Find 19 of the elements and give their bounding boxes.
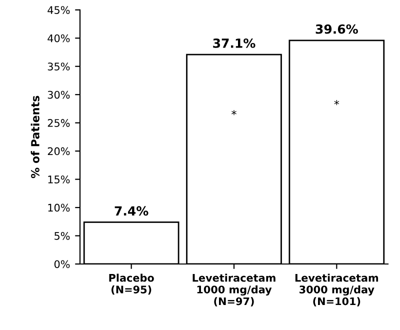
x-tick-label: Placebo (N=95) xyxy=(109,274,154,295)
x-tick-label: Levetiracetam 1000 mg/day (N=97) xyxy=(192,274,276,306)
x-tick-label: Levetiracetam 3000 mg/day (N=101) xyxy=(295,274,378,306)
annotation: * xyxy=(334,100,340,106)
annotation: * xyxy=(232,110,236,116)
data-label: 37.1% xyxy=(213,38,256,48)
data-label: 39.6% xyxy=(316,24,358,34)
y-tick-label: 10% xyxy=(48,204,70,212)
y-tick-label: 5% xyxy=(54,232,70,240)
y-tick-label: 45% xyxy=(48,6,70,14)
y-axis-title: % of Patients xyxy=(30,96,40,178)
data-label: 7.4% xyxy=(114,206,148,216)
y-tick-label: 30% xyxy=(48,90,70,99)
y-tick-label: 0% xyxy=(54,260,70,268)
y-tick-label: 20% xyxy=(48,147,70,156)
y-tick-label: 25% xyxy=(48,119,70,127)
y-tick-label: 40% xyxy=(48,34,70,42)
y-tick-label: 15% xyxy=(48,176,70,184)
y-tick-label: 35% xyxy=(48,62,70,70)
